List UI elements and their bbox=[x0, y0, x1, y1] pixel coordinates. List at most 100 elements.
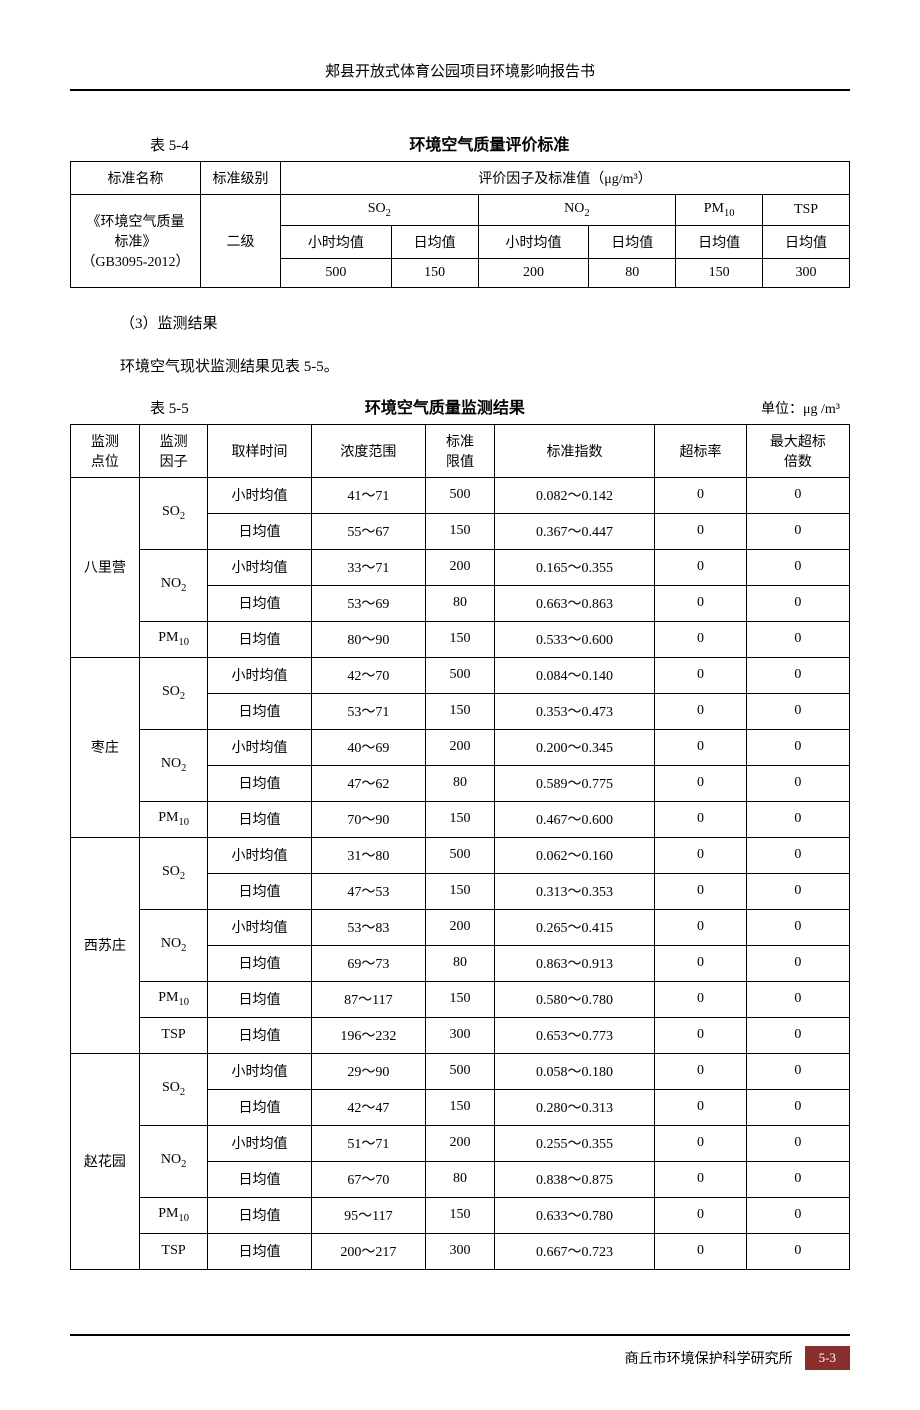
table55: 监测点位 监测因子 取样时间 浓度范围 标准限值 标准指数 超标率 最大超标倍数… bbox=[70, 424, 850, 1270]
t55-cell-limit: 150 bbox=[426, 621, 495, 657]
t55-cell-limit: 150 bbox=[426, 801, 495, 837]
t55-cell-max: 0 bbox=[746, 549, 849, 585]
t55-cell-range: 196～232 bbox=[311, 1017, 426, 1053]
t55-cell-limit: 150 bbox=[426, 1089, 495, 1125]
page-number: 5-3 bbox=[805, 1346, 850, 1370]
t54-h-factors: 评价因子及标准值（μg/m³） bbox=[281, 162, 850, 195]
para-result-text: 环境空气现状监测结果见表 5-5。 bbox=[70, 351, 850, 384]
t55-cell-time: 小时均值 bbox=[208, 549, 311, 585]
table-row: PM10日均值95～1171500.633～0.78000 bbox=[71, 1197, 850, 1233]
t55-cell-limit: 200 bbox=[426, 1125, 495, 1161]
t55-cell-time: 日均值 bbox=[208, 1161, 311, 1197]
table-row: NO2小时均值53～832000.265～0.41500 bbox=[71, 909, 850, 945]
t55-cell-index: 0.255～0.355 bbox=[494, 1125, 654, 1161]
t55-factor-cell: SO2 bbox=[139, 477, 208, 549]
t54-level: 二级 bbox=[201, 195, 281, 288]
t55-cell-index: 0.165～0.355 bbox=[494, 549, 654, 585]
t55-cell-time: 日均值 bbox=[208, 1233, 311, 1269]
t54-v-pm10-day: 150 bbox=[676, 258, 763, 287]
t55-cell-range: 42～70 bbox=[311, 657, 426, 693]
t55-h-index: 标准指数 bbox=[494, 424, 654, 477]
t54-no2-day-h: 日均值 bbox=[589, 225, 676, 258]
t55-cell-limit: 150 bbox=[426, 873, 495, 909]
t55-cell-max: 0 bbox=[746, 1089, 849, 1125]
t55-factor-cell: NO2 bbox=[139, 729, 208, 801]
t55-cell-range: 69～73 bbox=[311, 945, 426, 981]
t55-cell-range: 40～69 bbox=[311, 729, 426, 765]
t55-cell-max: 0 bbox=[746, 1017, 849, 1053]
t54-no2-hour-h: 小时均值 bbox=[478, 225, 589, 258]
t55-cell-max: 0 bbox=[746, 837, 849, 873]
t55-cell-max: 0 bbox=[746, 1233, 849, 1269]
t55-cell-max: 0 bbox=[746, 873, 849, 909]
table-row: 西苏庄SO2小时均值31～805000.062～0.16000 bbox=[71, 837, 850, 873]
table-row: TSP日均值200～2173000.667～0.72300 bbox=[71, 1233, 850, 1269]
t55-cell-limit: 150 bbox=[426, 981, 495, 1017]
t55-cell-index: 0.863～0.913 bbox=[494, 945, 654, 981]
t55-factor-cell: PM10 bbox=[139, 981, 208, 1017]
t55-cell-limit: 80 bbox=[426, 945, 495, 981]
t55-cell-limit: 500 bbox=[426, 837, 495, 873]
t55-cell-index: 0.353～0.473 bbox=[494, 693, 654, 729]
t55-h-factor: 监测因子 bbox=[139, 424, 208, 477]
t55-cell-max: 0 bbox=[746, 693, 849, 729]
t55-cell-exceed: 0 bbox=[655, 693, 747, 729]
t55-cell-time: 日均值 bbox=[208, 981, 311, 1017]
t55-cell-exceed: 0 bbox=[655, 801, 747, 837]
t55-cell-exceed: 0 bbox=[655, 513, 747, 549]
t55-factor-cell: TSP bbox=[139, 1233, 208, 1269]
t55-cell-time: 小时均值 bbox=[208, 909, 311, 945]
t55-cell-time: 日均值 bbox=[208, 801, 311, 837]
t55-cell-exceed: 0 bbox=[655, 1161, 747, 1197]
t55-cell-index: 0.062～0.160 bbox=[494, 837, 654, 873]
t54-tsp: TSP bbox=[763, 195, 850, 226]
t55-cell-exceed: 0 bbox=[655, 837, 747, 873]
t55-cell-max: 0 bbox=[746, 477, 849, 513]
t55-cell-max: 0 bbox=[746, 981, 849, 1017]
t55-site-cell: 八里营 bbox=[71, 477, 140, 657]
t55-cell-range: 31～80 bbox=[311, 837, 426, 873]
t54-tsp-day-h: 日均值 bbox=[763, 225, 850, 258]
t55-cell-max: 0 bbox=[746, 1161, 849, 1197]
t55-cell-max: 0 bbox=[746, 1053, 849, 1089]
t55-cell-range: 55～67 bbox=[311, 513, 426, 549]
t55-cell-range: 33～71 bbox=[311, 549, 426, 585]
t54-pm10-day-h: 日均值 bbox=[676, 225, 763, 258]
t55-factor-cell: NO2 bbox=[139, 909, 208, 981]
t54-h-name: 标准名称 bbox=[71, 162, 201, 195]
table55-caption: 表 5-5 环境空气质量监测结果 单位：μg /m³ bbox=[70, 394, 850, 418]
t55-site-cell: 赵花园 bbox=[71, 1053, 140, 1269]
t55-cell-max: 0 bbox=[746, 801, 849, 837]
t54-so2-hour-h: 小时均值 bbox=[281, 225, 392, 258]
t55-cell-time: 小时均值 bbox=[208, 729, 311, 765]
t55-cell-limit: 80 bbox=[426, 585, 495, 621]
t55-cell-exceed: 0 bbox=[655, 585, 747, 621]
t55-h-exceed: 超标率 bbox=[655, 424, 747, 477]
table54: 标准名称 标准级别 评价因子及标准值（μg/m³） 《环境空气质量 标准》 （G… bbox=[70, 161, 850, 288]
footer: 商丘市环境保护科学研究所 5-3 bbox=[70, 1334, 850, 1370]
table-row: NO2小时均值51～712000.255～0.35500 bbox=[71, 1125, 850, 1161]
t55-cell-time: 小时均值 bbox=[208, 477, 311, 513]
t55-cell-time: 小时均值 bbox=[208, 837, 311, 873]
t55-cell-exceed: 0 bbox=[655, 1053, 747, 1089]
t55-factor-cell: TSP bbox=[139, 1017, 208, 1053]
t55-cell-max: 0 bbox=[746, 513, 849, 549]
t55-cell-time: 小时均值 bbox=[208, 1125, 311, 1161]
t55-cell-index: 0.058～0.180 bbox=[494, 1053, 654, 1089]
para-result-heading: （3）监测结果 bbox=[70, 308, 850, 341]
t55-cell-index: 0.589～0.775 bbox=[494, 765, 654, 801]
t55-cell-exceed: 0 bbox=[655, 1125, 747, 1161]
t55-h-range: 浓度范围 bbox=[311, 424, 426, 477]
t55-cell-index: 0.467～0.600 bbox=[494, 801, 654, 837]
t55-cell-exceed: 0 bbox=[655, 909, 747, 945]
t55-cell-exceed: 0 bbox=[655, 657, 747, 693]
t55-cell-index: 0.667～0.723 bbox=[494, 1233, 654, 1269]
t55-cell-exceed: 0 bbox=[655, 1197, 747, 1233]
t55-cell-time: 日均值 bbox=[208, 765, 311, 801]
t55-cell-index: 0.633～0.780 bbox=[494, 1197, 654, 1233]
table-row: PM10日均值70～901500.467～0.60000 bbox=[71, 801, 850, 837]
t55-cell-max: 0 bbox=[746, 1197, 849, 1233]
t55-cell-exceed: 0 bbox=[655, 1089, 747, 1125]
t55-factor-cell: PM10 bbox=[139, 621, 208, 657]
t54-so2-day-h: 日均值 bbox=[391, 225, 478, 258]
